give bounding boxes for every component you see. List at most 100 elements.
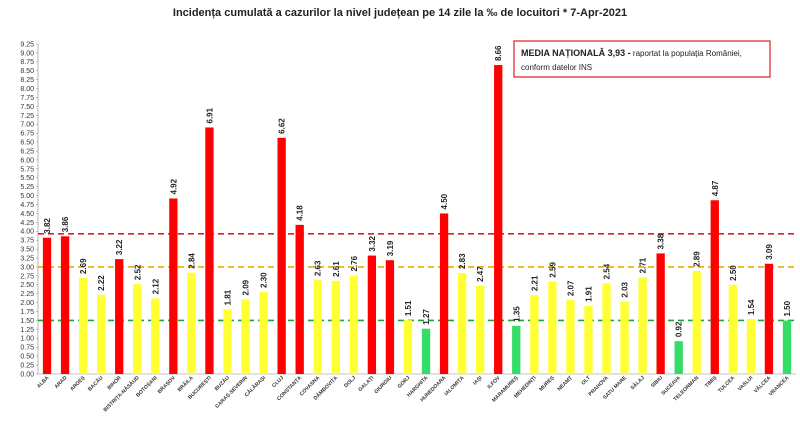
- y-tick-label: 8.75: [20, 59, 34, 66]
- category-label: CLUJ: [271, 375, 285, 389]
- y-tick-label: 1.25: [20, 327, 34, 334]
- category-label: BACĂU: [86, 374, 104, 392]
- bar: [602, 283, 611, 374]
- data-label: 3.86: [61, 216, 70, 232]
- data-label: 6.91: [205, 107, 214, 123]
- bar: [728, 284, 737, 374]
- data-label: 2.54: [603, 263, 612, 279]
- y-tick-label: 4.25: [20, 220, 34, 227]
- note-rest-text: raportat la populația României,: [631, 49, 742, 58]
- category-label: BUZĂU: [213, 374, 231, 392]
- category-label: CARAȘ-SEVERIN: [214, 375, 249, 410]
- data-label: 3.22: [115, 239, 124, 255]
- bar: [97, 294, 106, 374]
- data-label: 3.32: [368, 235, 377, 251]
- data-label: 2.61: [332, 261, 341, 277]
- bar: [60, 236, 70, 374]
- data-label: 2.89: [693, 251, 702, 267]
- y-tick-label: 4.50: [20, 211, 34, 218]
- category-label: MUREȘ: [538, 375, 556, 393]
- data-label: 1.91: [584, 286, 593, 302]
- y-tick-label: 6.75: [20, 131, 34, 138]
- data-label: 1.51: [404, 300, 413, 316]
- y-tick-label: 5.50: [20, 175, 34, 182]
- category-label: ARAD: [54, 375, 69, 390]
- bar: [385, 260, 395, 374]
- y-tick-label: 7.50: [20, 104, 34, 111]
- category-label: IAȘI: [472, 375, 484, 387]
- data-label: 2.09: [242, 279, 251, 295]
- bar: [403, 320, 413, 374]
- y-tick-label: 6.25: [20, 148, 34, 155]
- y-tick-label: 4.75: [20, 202, 34, 209]
- category-label: DOLJ: [343, 375, 357, 389]
- bar: [78, 278, 88, 374]
- y-tick-label: 3.50: [20, 247, 34, 254]
- reference-lines: [38, 232, 796, 322]
- data-label: 2.03: [621, 281, 630, 297]
- bar: [512, 325, 521, 374]
- data-label: 4.50: [440, 193, 449, 209]
- data-label: 2.63: [314, 260, 323, 276]
- data-label: 2.83: [458, 253, 467, 269]
- category-label: SIBIU: [650, 375, 664, 389]
- category-label: IALOMIȚA: [444, 375, 466, 397]
- y-tick-label: 6.00: [20, 157, 34, 164]
- y-tick-label: 0.00: [20, 371, 34, 378]
- y-tick-label: 0.50: [20, 354, 34, 361]
- y-tick-label: 3.00: [20, 264, 34, 271]
- data-label: 2.30: [260, 272, 269, 288]
- category-label: ALBA: [36, 375, 51, 390]
- data-label: 2.71: [639, 257, 648, 273]
- y-tick-label: 1.75: [20, 309, 34, 316]
- data-label: 3.19: [386, 240, 395, 256]
- bar: [439, 213, 449, 374]
- data-label: 2.12: [151, 278, 160, 294]
- category-label: BIHOR: [107, 375, 123, 391]
- y-tick-label: 8.50: [20, 68, 34, 75]
- bar: [638, 277, 647, 374]
- bar: [421, 328, 431, 374]
- bar: [782, 320, 792, 374]
- bar: [151, 298, 160, 374]
- data-label: 1.81: [224, 289, 233, 305]
- note-bold-text: MEDIA NAȚIONALĂ 3,93 -: [521, 48, 631, 58]
- y-tick-label: 5.75: [20, 166, 34, 173]
- y-tick-label: 2.00: [20, 300, 34, 307]
- data-label: 2.69: [79, 258, 88, 274]
- bar: [331, 280, 340, 374]
- data-label: 4.18: [296, 205, 305, 221]
- note-box: [513, 40, 771, 78]
- bar: [548, 281, 557, 374]
- y-tick-label: 2.50: [20, 282, 34, 289]
- bar: [259, 291, 268, 374]
- data-label: 1.35: [512, 306, 521, 322]
- y-tick-label: 9.25: [20, 41, 34, 48]
- note-line-2: conform datelor INS: [521, 63, 592, 72]
- category-label: GIURGIU: [373, 375, 393, 395]
- category-label: TIMIȘ: [704, 375, 718, 389]
- data-label: 1.50: [783, 300, 792, 316]
- bar: [223, 309, 232, 374]
- bar: [349, 275, 358, 374]
- category-label: ILFOV: [487, 375, 502, 390]
- y-tick-label: 8.25: [20, 77, 34, 84]
- data-label: 8.66: [494, 45, 503, 61]
- data-label: 2.84: [187, 253, 196, 269]
- y-tick-label: 2.75: [20, 273, 34, 280]
- data-label: 0.92: [675, 321, 684, 337]
- y-tick-label: 6.50: [20, 140, 34, 147]
- chart-title: Incidența cumulată a cazurilor la nivel …: [173, 7, 627, 19]
- bar: [313, 280, 322, 374]
- category-label: OLT: [581, 375, 593, 387]
- category-label: NEAMȚ: [557, 375, 575, 393]
- y-tick-label: 0.25: [20, 362, 34, 369]
- bar: [764, 263, 774, 374]
- bar: [169, 198, 178, 374]
- data-label: 2.52: [133, 264, 142, 280]
- data-label: 2.07: [566, 280, 575, 296]
- bar: [241, 299, 250, 374]
- bar: [295, 224, 304, 374]
